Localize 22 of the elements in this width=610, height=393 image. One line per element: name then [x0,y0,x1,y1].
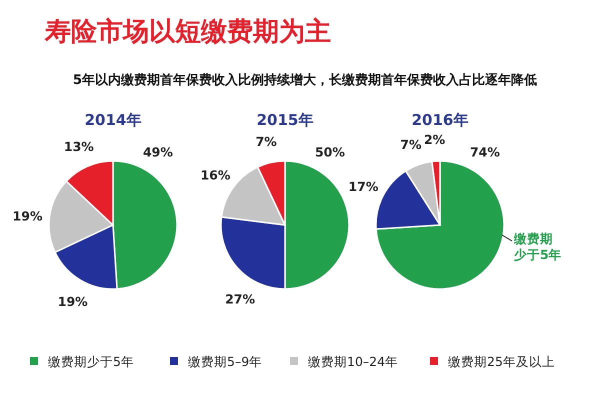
chart-title: 2016年 [412,111,468,129]
legend-label: 缴费期5–9年 [188,354,262,369]
data-label: 19% [12,208,43,224]
data-label: 50% [314,144,346,160]
data-label: 7% [256,134,278,150]
data-label: 2% [424,132,446,148]
legend-label: 缴费期25年及以上 [448,354,555,369]
chart-title: 2015年 [256,111,314,129]
data-label: 27% [225,291,256,306]
legend-label: 缴费期10–24年 [308,354,398,369]
data-label: 19% [58,294,88,309]
legend-label: 缴费期少于5年 [48,354,134,369]
text: 5年以内缴费期首年保费收入比例持续增大，长缴费期首年保费收入占比逐年降低 [72,72,538,88]
data-label: 16% [200,167,231,182]
chart-title: 2014年 [84,111,142,129]
text: 寿险市场以短缴费期为主 [44,17,331,47]
data-label: 17% [348,178,379,194]
data-label: 7% [400,137,422,152]
data-label: 13% [64,139,94,154]
data-label: 74% [470,144,500,160]
data-label: 49% [142,144,174,160]
text: 缴费期少于5年 [513,231,562,262]
